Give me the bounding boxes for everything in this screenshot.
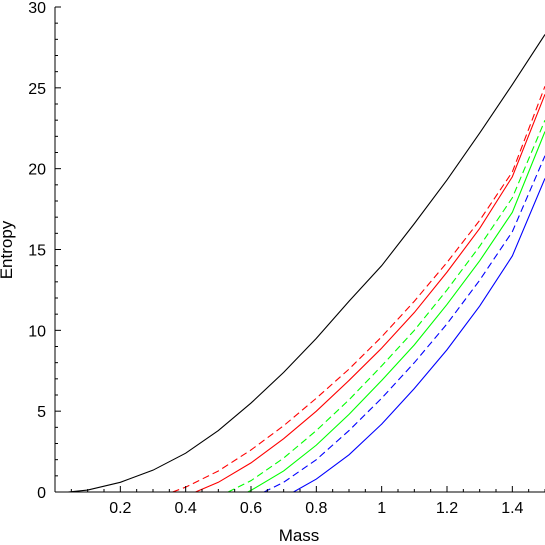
x-tick-label: 0.8 — [305, 500, 327, 517]
y-tick-label: 10 — [28, 323, 46, 340]
x-tick-label: 1.4 — [501, 500, 523, 517]
series-line-5 — [247, 131, 545, 492]
series-line-7 — [293, 178, 545, 492]
series-line-1 — [68, 34, 545, 492]
y-tick-label: 0 — [37, 485, 46, 502]
x-axis-title: Mass — [279, 526, 320, 545]
ticks — [55, 6, 545, 492]
axes — [54, 7, 545, 493]
y-tick-label: 5 — [37, 404, 46, 421]
y-axis-title: Entropy — [0, 220, 16, 279]
x-tick-label: 1.2 — [436, 500, 458, 517]
x-tick-label: 0.4 — [175, 500, 197, 517]
series-line-2 — [172, 86, 545, 492]
y-tick-label: 20 — [28, 162, 46, 179]
x-tick-label: 0.6 — [240, 500, 262, 517]
tick-labels: 0.2 0.4 0.6 0.8 1 1.2 1.4 0 5 10 15 20 25 30 — [28, 0, 523, 517]
y-tick-label: 15 — [28, 243, 46, 260]
x-tick-label: 0.2 — [109, 500, 131, 517]
x-tick-label: 1 — [377, 500, 386, 517]
series-line-3 — [195, 94, 545, 492]
series-line-6 — [263, 155, 545, 492]
y-tick-label: 30 — [28, 0, 46, 17]
y-tick-label: 25 — [28, 81, 46, 98]
series-line-4 — [227, 119, 545, 492]
plot-lines — [68, 34, 545, 492]
